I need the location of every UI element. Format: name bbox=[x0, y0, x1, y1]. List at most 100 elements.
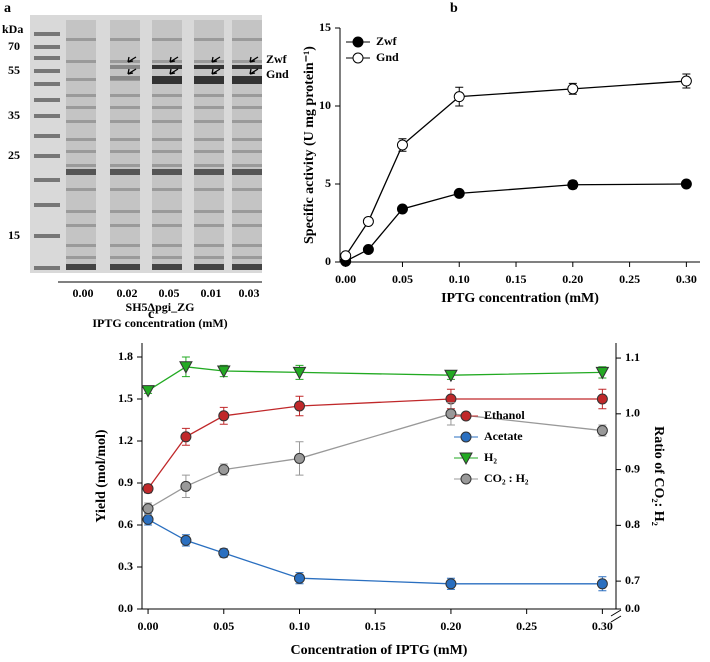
marker bbox=[142, 503, 154, 515]
marker bbox=[292, 366, 307, 380]
gel-band bbox=[110, 244, 140, 247]
lane-label: 0.05 bbox=[159, 286, 180, 300]
gel-band bbox=[110, 150, 140, 153]
gel-band bbox=[232, 169, 262, 175]
marker-label: 55 bbox=[8, 63, 20, 77]
x-tick-label: 0.05 bbox=[213, 619, 234, 633]
gel-band bbox=[34, 154, 60, 158]
marker bbox=[445, 408, 457, 420]
marker bbox=[218, 547, 230, 559]
marker bbox=[218, 410, 230, 422]
gel-band bbox=[152, 60, 182, 63]
gel-band bbox=[110, 60, 140, 63]
x-axis-label: IPTG concentration (mM) bbox=[441, 291, 599, 306]
gel-band bbox=[232, 244, 262, 247]
y2-tick-label: 1.1 bbox=[625, 350, 640, 364]
marker bbox=[596, 425, 608, 437]
gel-band bbox=[152, 76, 182, 84]
gel-band bbox=[110, 138, 140, 141]
y-tick-label: 1.5 bbox=[118, 391, 133, 405]
series-line bbox=[147, 398, 603, 489]
legend-label: CO₂ : H₂ bbox=[484, 471, 529, 485]
axis-break bbox=[610, 609, 622, 623]
x-tick-label: 0.25 bbox=[516, 619, 537, 633]
marker-label: 15 bbox=[8, 228, 20, 242]
marker bbox=[340, 250, 352, 262]
marker bbox=[680, 178, 692, 190]
gel-band bbox=[152, 106, 182, 109]
marker bbox=[218, 464, 230, 476]
y-tick-label: 1.8 bbox=[118, 349, 133, 363]
gel-image bbox=[30, 15, 262, 273]
gel-band bbox=[194, 120, 224, 123]
gel-band bbox=[232, 106, 262, 109]
y2-tick-label: 0.9 bbox=[625, 461, 640, 475]
marker bbox=[396, 203, 408, 215]
arrow bbox=[249, 56, 259, 63]
gel-band bbox=[152, 138, 182, 141]
arrow bbox=[211, 68, 221, 75]
y-tick-label: 1.2 bbox=[118, 433, 133, 447]
gel-band bbox=[232, 224, 262, 227]
gel-band bbox=[66, 106, 96, 109]
x-tick-label: 0.10 bbox=[289, 619, 310, 633]
legend: Ethanol Acetate H₂ CO₂ : H₂ bbox=[454, 408, 529, 485]
x-tick-label: 0.00 bbox=[335, 272, 356, 286]
gel-band bbox=[110, 210, 140, 213]
gel-band bbox=[152, 264, 182, 270]
lane-label: 0.00 bbox=[73, 286, 94, 300]
marker bbox=[142, 483, 154, 495]
arrow bbox=[211, 56, 221, 63]
legend: Zwf Gnd bbox=[346, 34, 399, 64]
gel-band bbox=[194, 224, 224, 227]
marker bbox=[596, 578, 608, 590]
gel-band bbox=[66, 138, 96, 141]
gel-band bbox=[110, 188, 140, 191]
x-tick-label: 0.30 bbox=[592, 619, 613, 633]
gel-band bbox=[34, 114, 60, 118]
gel-band bbox=[66, 188, 96, 191]
series-line bbox=[147, 518, 603, 585]
marker-label: 25 bbox=[8, 148, 20, 162]
gel-band bbox=[34, 134, 60, 138]
arrow bbox=[249, 68, 259, 75]
gel-band bbox=[110, 264, 140, 270]
marker bbox=[216, 365, 231, 379]
gel-band bbox=[110, 164, 140, 167]
gel-band bbox=[66, 256, 96, 259]
x-tick-label: 0.05 bbox=[392, 272, 413, 286]
marker-label: 35 bbox=[8, 108, 20, 122]
marker bbox=[444, 369, 458, 383]
gel-band bbox=[194, 244, 224, 247]
band-label: Gnd bbox=[266, 67, 289, 81]
gel-band bbox=[66, 210, 96, 213]
gel-band bbox=[34, 234, 60, 238]
marker bbox=[141, 385, 155, 398]
gel-band bbox=[110, 38, 140, 41]
marker bbox=[453, 187, 465, 199]
gel-band bbox=[152, 164, 182, 167]
gel-band bbox=[66, 60, 96, 63]
axis-break bbox=[612, 613, 620, 621]
arrow bbox=[127, 56, 137, 63]
marker bbox=[459, 452, 473, 466]
y2-tick-label: 1.0 bbox=[625, 406, 640, 420]
gel-band bbox=[66, 169, 96, 175]
gel-band bbox=[66, 94, 96, 97]
y2-tick-label: 0.0 bbox=[625, 601, 640, 615]
marker bbox=[460, 431, 472, 443]
gel-band bbox=[152, 188, 182, 191]
gel-band bbox=[110, 94, 140, 97]
marker bbox=[180, 534, 192, 546]
y-tick-label: 10 bbox=[319, 98, 331, 112]
gel-band bbox=[232, 264, 262, 270]
gel-band bbox=[232, 150, 262, 153]
marker bbox=[179, 361, 193, 374]
gel-band bbox=[194, 164, 224, 167]
marker bbox=[595, 366, 610, 380]
marker bbox=[362, 244, 374, 256]
marker bbox=[293, 452, 305, 464]
gel-band bbox=[110, 256, 140, 259]
y-tick-label: 0.3 bbox=[118, 559, 133, 573]
